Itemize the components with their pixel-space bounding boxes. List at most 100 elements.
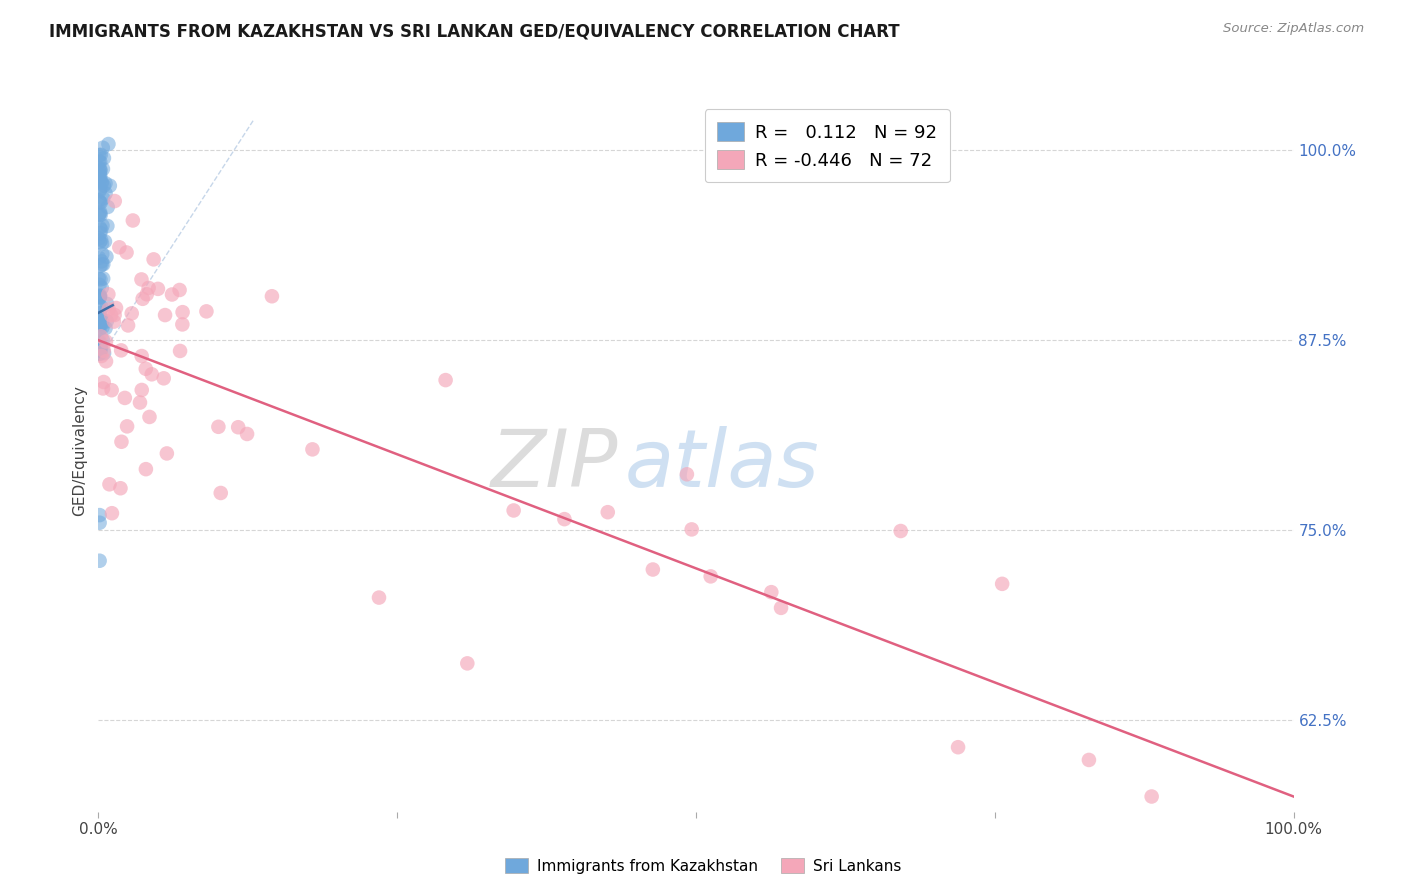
Point — [96, 219, 118, 233]
Point — [89, 554, 111, 568]
Point — [94, 334, 117, 349]
Point — [135, 361, 157, 376]
Point — [110, 481, 132, 495]
Point — [89, 290, 111, 304]
Point — [110, 434, 132, 449]
Point — [209, 486, 232, 500]
Point — [135, 462, 157, 476]
Point — [90, 148, 112, 162]
Point — [169, 343, 191, 358]
Point — [89, 169, 111, 183]
Point — [89, 291, 111, 305]
Point — [142, 252, 165, 267]
Point — [87, 154, 110, 169]
Point — [87, 312, 110, 326]
Point — [96, 314, 118, 328]
Point — [90, 343, 112, 358]
Point — [152, 371, 174, 385]
Point — [87, 231, 110, 245]
Point — [91, 382, 114, 396]
Point — [89, 164, 111, 178]
Legend: Immigrants from Kazakhstan, Sri Lankans: Immigrants from Kazakhstan, Sri Lankans — [499, 852, 907, 880]
Point — [87, 271, 110, 285]
Point — [89, 207, 111, 221]
Point — [100, 308, 122, 322]
Point — [89, 259, 111, 273]
Point — [91, 191, 114, 205]
Point — [1077, 753, 1099, 767]
Point — [117, 318, 139, 333]
Point — [93, 178, 115, 193]
Point — [121, 306, 143, 320]
Point — [141, 368, 163, 382]
Point — [90, 257, 112, 271]
Point — [90, 301, 112, 315]
Point — [89, 342, 111, 356]
Point — [91, 333, 114, 347]
Point — [676, 467, 699, 482]
Point — [434, 373, 457, 387]
Point — [108, 240, 131, 254]
Point — [87, 194, 110, 208]
Point — [89, 220, 111, 235]
Point — [153, 308, 176, 322]
Point — [90, 339, 112, 353]
Point — [93, 343, 115, 358]
Point — [87, 340, 110, 354]
Point — [91, 271, 114, 285]
Point — [131, 292, 153, 306]
Point — [90, 208, 112, 222]
Point — [94, 177, 117, 191]
Point — [91, 312, 114, 326]
Point — [89, 306, 111, 320]
Point — [156, 446, 179, 460]
Point — [131, 272, 153, 286]
Point — [89, 195, 111, 210]
Point — [87, 336, 110, 351]
Point — [91, 317, 114, 331]
Point — [103, 315, 125, 329]
Point — [90, 222, 112, 236]
Point — [89, 182, 111, 196]
Point — [90, 329, 112, 343]
Point — [90, 175, 112, 189]
Point — [97, 136, 120, 151]
Point — [89, 154, 111, 169]
Point — [121, 213, 143, 227]
Point — [91, 141, 114, 155]
Point — [172, 318, 194, 332]
Point — [91, 257, 114, 271]
Point — [104, 308, 127, 322]
Point — [94, 235, 117, 249]
Point — [195, 304, 218, 318]
Point — [90, 177, 112, 191]
Point — [96, 250, 118, 264]
Point — [596, 505, 619, 519]
Point — [89, 516, 111, 530]
Point — [89, 235, 111, 249]
Point — [89, 346, 111, 360]
Point — [89, 184, 111, 198]
Point — [89, 173, 111, 187]
Point — [98, 477, 121, 491]
Point — [91, 313, 114, 327]
Point — [169, 283, 191, 297]
Point — [90, 254, 112, 268]
Point — [761, 585, 783, 599]
Point — [699, 569, 721, 583]
Point — [90, 281, 112, 295]
Point — [129, 395, 152, 409]
Point — [91, 161, 114, 176]
Point — [456, 657, 478, 671]
Point — [90, 233, 112, 247]
Point — [96, 297, 118, 311]
Point — [172, 305, 194, 319]
Point — [90, 195, 112, 210]
Point — [87, 319, 110, 334]
Text: ZIP: ZIP — [491, 425, 619, 504]
Point — [553, 512, 575, 526]
Point — [770, 600, 793, 615]
Point — [236, 427, 259, 442]
Point — [93, 346, 115, 360]
Legend: R =   0.112   N = 92, R = -0.446   N = 72: R = 0.112 N = 92, R = -0.446 N = 72 — [704, 109, 950, 182]
